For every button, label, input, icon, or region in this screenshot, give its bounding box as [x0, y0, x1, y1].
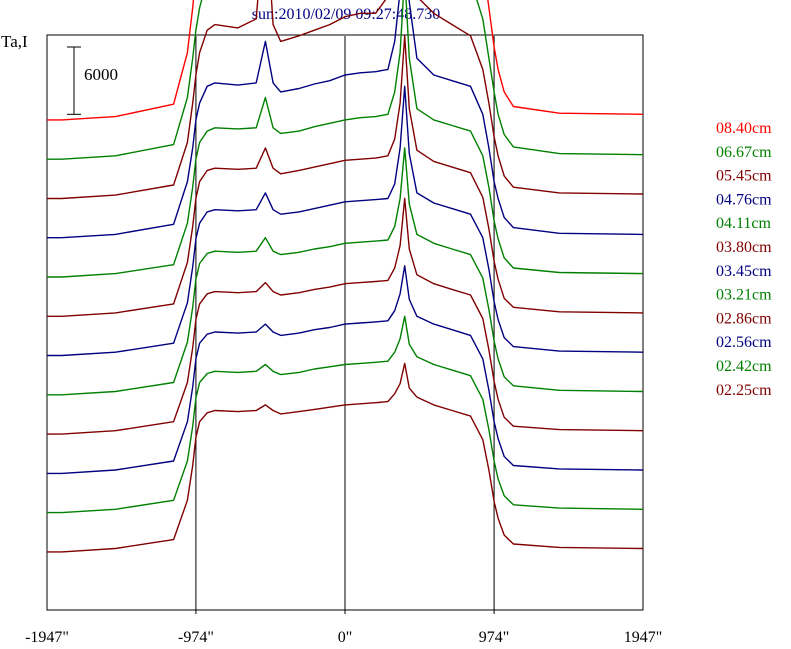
series-line-9 [47, 265, 644, 475]
legend-item-6: 03.45cm [716, 263, 772, 280]
x-tick-label-4: 1947" [624, 629, 663, 646]
x-tick-label-1: -974" [178, 629, 214, 646]
series-lines [47, 0, 644, 553]
chart-title: sun:2010/02/09 09:27:48.730 [252, 6, 440, 23]
legend-item-2: 05.45cm [716, 168, 772, 185]
legend-item-7: 03.21cm [716, 287, 772, 304]
legend-item-3: 04.76cm [716, 191, 772, 208]
series-line-4 [47, 0, 644, 278]
series-line-0 [47, 0, 644, 121]
x-axis-ticks: -1947" -974" 0" 974" 1947" [25, 629, 662, 646]
series-line-11 [47, 362, 644, 553]
reference-lines [195, 36, 495, 614]
legend-item-0: 08.40cm [716, 120, 772, 137]
series-line-5 [47, 35, 644, 317]
series-line-3 [47, 0, 644, 239]
legend: 08.40cm 06.67cm 05.45cm 04.76cm 04.11cm 03.80… [716, 120, 772, 399]
y-axis-label: Ta,I [1, 32, 28, 51]
x-tick-label-3: 974" [479, 629, 510, 646]
scale-bar [67, 46, 81, 115]
legend-item-1: 06.67cm [716, 144, 772, 161]
legend-item-11: 02.25cm [716, 382, 772, 399]
legend-item-9: 02.56cm [716, 334, 772, 351]
scale-bar-label: 6000 [84, 65, 118, 84]
series-line-2 [47, 0, 644, 200]
legend-item-10: 02.42cm [716, 358, 772, 375]
series-line-8 [47, 197, 644, 435]
x-tick-label-0: -1947" [25, 629, 69, 646]
legend-item-4: 04.11cm [716, 215, 772, 232]
series-line-7 [47, 147, 644, 396]
series-line-10 [47, 315, 644, 514]
series-line-6 [47, 85, 644, 357]
legend-item-8: 02.86cm [716, 310, 772, 327]
x-tick-label-2: 0" [338, 629, 353, 646]
legend-item-5: 03.80cm [716, 239, 772, 256]
series-line-1 [47, 0, 644, 160]
